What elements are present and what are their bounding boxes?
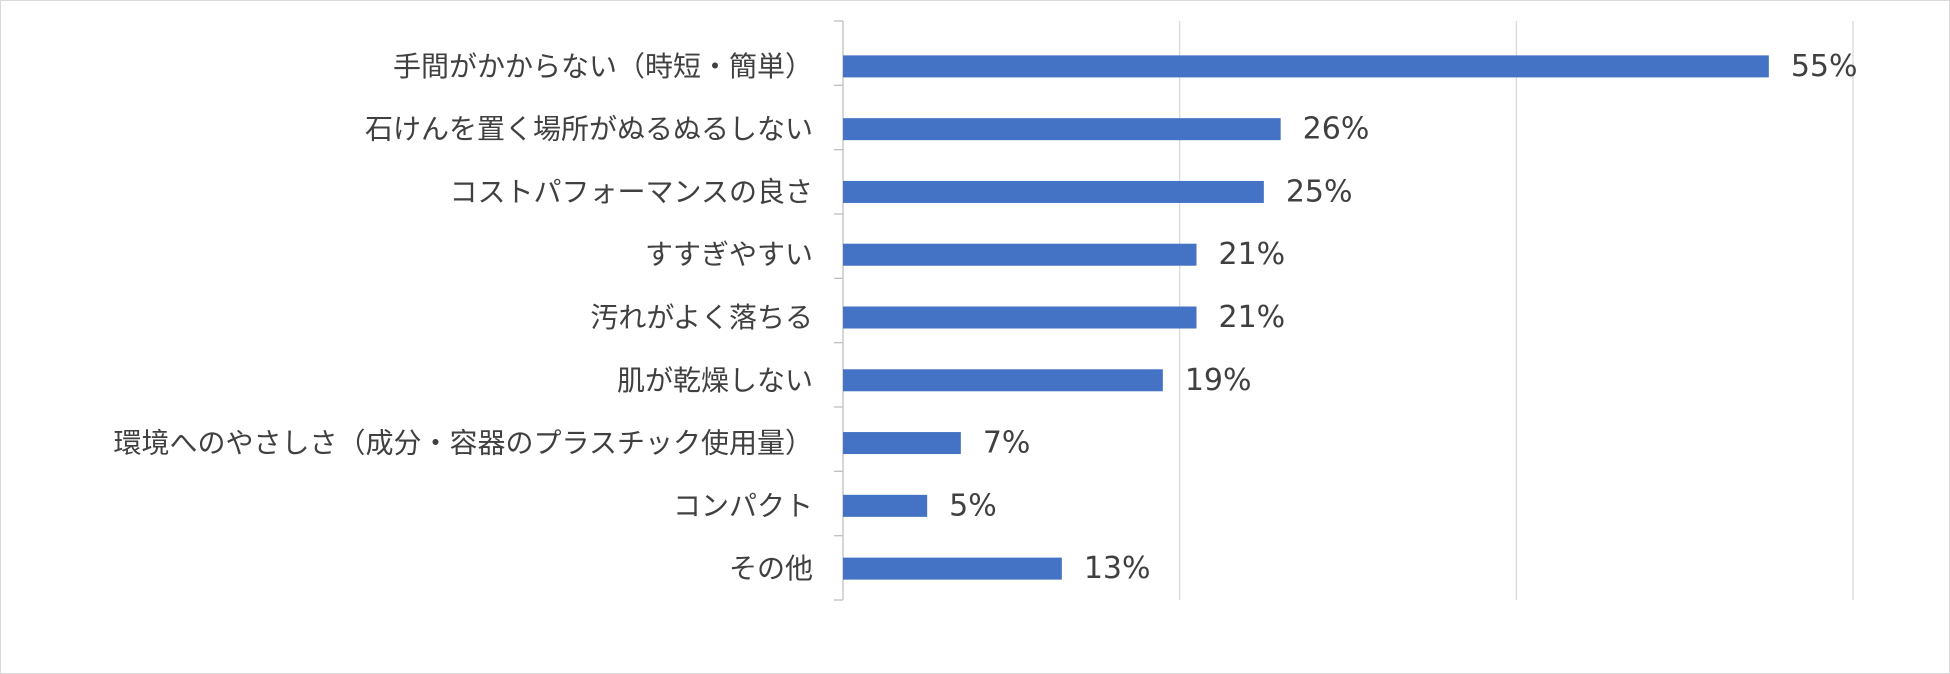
category-label-6: 肌が乾燥しない — [617, 364, 813, 397]
category-label-1: 手間がかからない（時短・簡単） — [393, 50, 813, 83]
bar-3 — [843, 180, 1264, 203]
category-label-3: コストパフォーマンスの良さ — [450, 175, 813, 208]
data-label-4: 21% — [1219, 237, 1286, 272]
category-labels: 手間がかからない（時短・簡単） 石けんを置く場所がぬるぬるしないコストパフォーマン… — [114, 50, 813, 585]
bar-4 — [843, 243, 1197, 266]
data-label-3: 25% — [1286, 174, 1353, 209]
category-label-9: その他 — [729, 552, 813, 585]
data-labels: 55%26%25%21%21%19%7%5%13% — [949, 49, 1857, 586]
category-label-4: すすぎやすい — [645, 238, 813, 271]
bar-9 — [843, 557, 1062, 580]
category-label-8: コンパクト — [673, 489, 813, 522]
bar-series — [843, 55, 1769, 580]
category-axis — [834, 20, 844, 601]
category-label-2: 石けんを置く場所がぬるぬるしない — [365, 113, 813, 146]
category-label-5: 汚れがよく落ちる — [590, 301, 813, 334]
bar-6 — [843, 369, 1163, 392]
data-label-5: 21% — [1219, 300, 1286, 335]
bar-5 — [843, 306, 1197, 329]
data-label-2: 26% — [1303, 112, 1370, 147]
data-label-6: 19% — [1185, 363, 1252, 398]
category-label-7: 環境へのやさしさ（成分・容器のプラスチック使用量） — [114, 427, 813, 460]
data-label-9: 13% — [1084, 551, 1151, 586]
data-label-7: 7% — [983, 426, 1031, 461]
bar-1 — [843, 55, 1769, 78]
data-label-8: 5% — [949, 488, 997, 523]
bar-7 — [843, 432, 961, 455]
data-label-1: 55% — [1791, 49, 1858, 84]
bar-8 — [843, 494, 928, 517]
bar-2 — [843, 118, 1281, 141]
